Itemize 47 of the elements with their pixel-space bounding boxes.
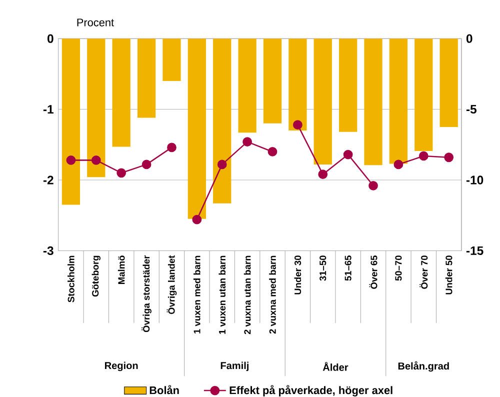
point [142, 160, 152, 169]
x-tick-label: Övriga storstäder [142, 255, 152, 332]
point [217, 160, 227, 169]
text: Belån.grad [398, 361, 449, 372]
x-tick-label: 1 vuxen med barn [194, 256, 200, 334]
x-tick-label: Göteborg [92, 256, 100, 296]
x-tick-label: 50–70 [395, 256, 402, 281]
text: Ålder [322, 362, 348, 371]
y2-tick-label: 0 [466, 34, 472, 43]
point [343, 150, 353, 160]
y-tick-label: 0 [48, 34, 54, 43]
x-tick-label: 1 vuxen utan barn [218, 256, 226, 334]
point [394, 160, 404, 169]
point [292, 120, 302, 130]
x-tick-label: Stockholm [68, 256, 74, 302]
point [192, 214, 202, 224]
x-tick-label: 2 vuxna utan barn [244, 256, 251, 334]
x-tick-label: Över 70 [420, 256, 428, 289]
y-tick-label: -3 [43, 246, 54, 255]
text: Familj [220, 362, 248, 371]
point [444, 152, 454, 162]
x-tick-label: Över 65 [369, 255, 378, 289]
x-tick-label: 31–50 [320, 256, 326, 281]
point [167, 142, 176, 152]
text: Region [105, 362, 138, 371]
point [91, 155, 101, 165]
point [418, 151, 428, 161]
legend-label: Effekt på påverkade, höger axel [230, 384, 392, 396]
point [116, 168, 126, 178]
point [318, 170, 328, 179]
point [242, 136, 252, 146]
y2-tick-label: -5 [466, 104, 476, 114]
point [268, 146, 278, 156]
point [368, 180, 378, 190]
x-tick-label: Malmö [118, 255, 125, 284]
x-tick-label: 2 vuxna med barn [269, 256, 276, 334]
x-tick-label: Under 50 [445, 256, 452, 294]
x-tick-label: 51–65 [344, 255, 352, 281]
y2-tick-label: -10 [466, 176, 484, 184]
y-tick-label: -2 [43, 176, 54, 184]
x-tick-label: Övriga landet [166, 255, 177, 314]
y2-tick-label: -15 [466, 246, 484, 255]
y-axis-title: Procent [77, 18, 114, 26]
legend-label: Bolån [150, 384, 179, 394]
x-tick-label: Under 30 [294, 256, 302, 294]
y-tick-label: -1 [43, 104, 54, 114]
point [66, 155, 76, 165]
